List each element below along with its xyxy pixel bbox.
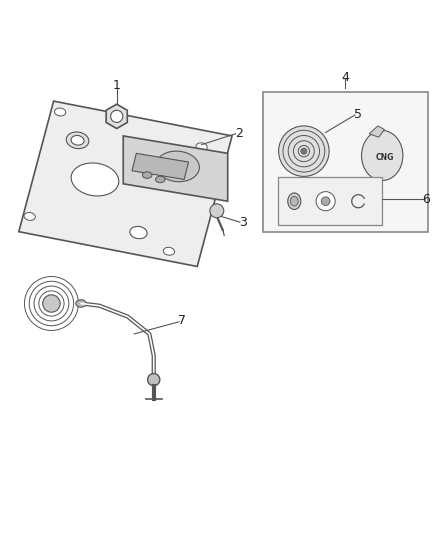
Text: 7: 7: [178, 314, 186, 327]
Circle shape: [321, 197, 330, 206]
Polygon shape: [369, 126, 385, 137]
Text: 4: 4: [341, 71, 349, 84]
Ellipse shape: [76, 300, 86, 307]
Circle shape: [111, 110, 123, 123]
Ellipse shape: [361, 131, 403, 181]
Text: CNG: CNG: [375, 153, 394, 162]
Ellipse shape: [288, 193, 301, 209]
Ellipse shape: [163, 247, 175, 255]
Circle shape: [279, 126, 329, 176]
Text: 6: 6: [422, 192, 430, 206]
Polygon shape: [106, 104, 127, 128]
Ellipse shape: [71, 135, 84, 145]
Ellipse shape: [24, 213, 35, 221]
Ellipse shape: [66, 132, 89, 149]
Ellipse shape: [54, 108, 66, 116]
Text: 5: 5: [354, 108, 362, 120]
Ellipse shape: [155, 176, 165, 183]
Text: 1: 1: [113, 79, 120, 92]
Ellipse shape: [71, 163, 119, 196]
Bar: [262, 92, 428, 232]
Circle shape: [316, 192, 335, 211]
Circle shape: [210, 204, 224, 218]
Circle shape: [301, 148, 307, 154]
Circle shape: [148, 374, 160, 386]
Circle shape: [43, 295, 60, 312]
Ellipse shape: [196, 143, 207, 151]
Polygon shape: [19, 101, 232, 266]
Ellipse shape: [156, 151, 199, 182]
Bar: [278, 177, 382, 225]
Text: 3: 3: [239, 216, 247, 230]
Polygon shape: [132, 154, 188, 180]
Text: 2: 2: [235, 127, 243, 140]
Polygon shape: [123, 136, 228, 201]
Ellipse shape: [130, 227, 147, 239]
Ellipse shape: [142, 172, 152, 179]
Ellipse shape: [290, 197, 298, 206]
